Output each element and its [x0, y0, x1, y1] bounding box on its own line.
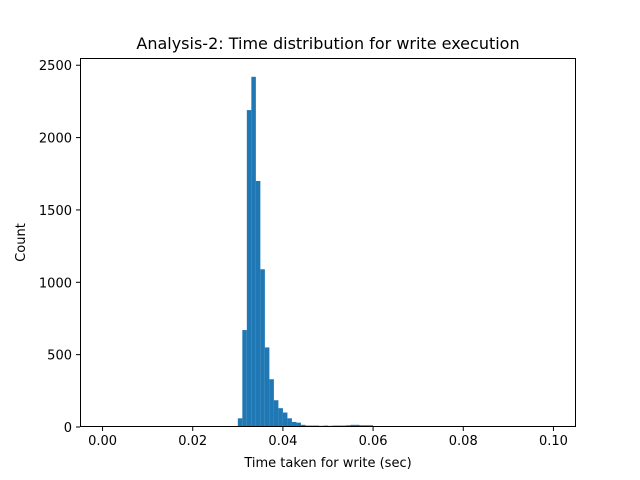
plot-frame	[80, 58, 576, 427]
histogram-bar	[251, 76, 256, 427]
x-tick-label: 0.06	[359, 434, 388, 449]
y-tick-label: 0	[64, 421, 72, 436]
histogram-bar	[300, 424, 306, 427]
histogram-bar	[273, 400, 279, 427]
x-axis-ticks: 0.00 0.02 0.04 0.06 0.08 0.10	[88, 427, 568, 449]
histogram-bar	[296, 422, 301, 427]
y-tick-label: 2500	[39, 59, 72, 74]
histogram-bar	[246, 110, 252, 427]
histogram-bar	[237, 418, 243, 427]
histogram-bar	[269, 379, 274, 427]
histogram-bar	[242, 330, 247, 427]
y-tick-label: 500	[47, 349, 72, 364]
histogram-bar	[282, 412, 288, 427]
histogram-bar	[255, 181, 261, 427]
histogram-bar	[287, 418, 292, 427]
y-tick-label: 1500	[39, 204, 72, 219]
x-tick-label: 0.10	[539, 434, 568, 449]
histogram-bar	[264, 347, 270, 427]
histogram-bar	[291, 421, 297, 427]
histogram-bars	[237, 76, 414, 427]
x-tick-label: 0.00	[88, 434, 117, 449]
histogram-bar	[355, 424, 360, 427]
x-tick-label: 0.08	[449, 434, 478, 449]
histogram-bar	[260, 269, 265, 427]
y-tick-label: 2000	[39, 132, 72, 147]
chart-title: Analysis-2: Time distribution for write …	[136, 34, 519, 53]
x-tick-label: 0.02	[178, 434, 207, 449]
y-tick-label: 1000	[39, 276, 72, 291]
y-axis-label: Count	[14, 223, 29, 262]
histogram-bar	[350, 424, 356, 427]
histogram-bar	[278, 408, 283, 427]
x-tick-label: 0.04	[268, 434, 297, 449]
y-axis-ticks: 0 500 1000 1500 2000 2500	[39, 59, 80, 436]
x-axis-label: Time taken for write (sec)	[243, 456, 411, 471]
